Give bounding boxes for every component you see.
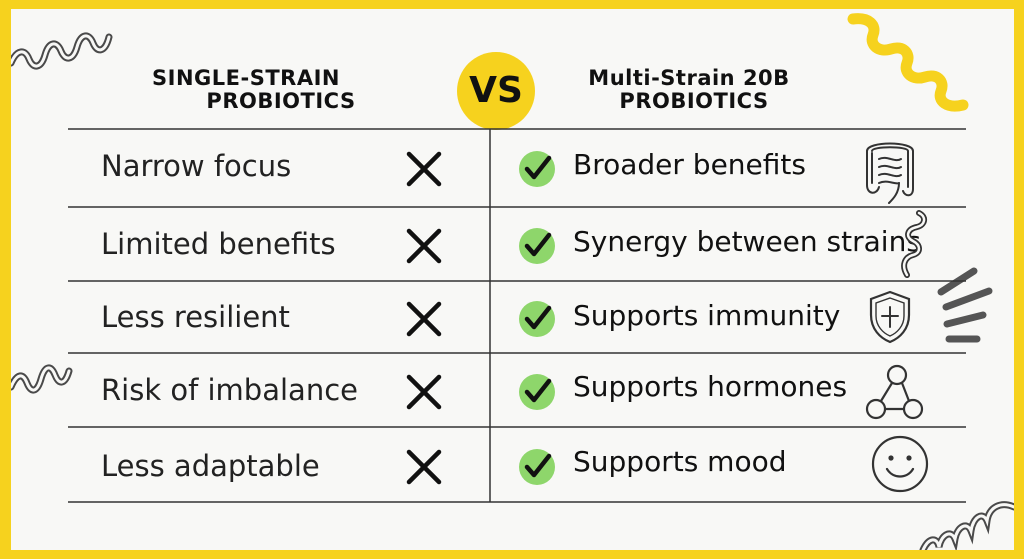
x-mark-icon — [406, 374, 442, 410]
multi-strain-header-line2: PROBIOTICS — [619, 89, 769, 114]
single-strain-item: Limited benefits — [101, 227, 336, 261]
vs-badge — [457, 52, 535, 130]
multi-strain-header-line1: Multi-Strain 20B — [588, 66, 790, 90]
shield-cross-icon — [869, 290, 911, 344]
checkmark-icon — [519, 374, 555, 410]
molecule-icon — [865, 364, 924, 420]
x-mark-icon — [406, 151, 442, 187]
single-strain-item: Less resilient — [101, 300, 290, 334]
comparison-table-grid — [68, 128, 966, 503]
checkmark-icon — [519, 301, 555, 337]
single-strain-header-line2: PROBIOTICS — [206, 89, 356, 114]
smiley-face-icon — [871, 435, 929, 493]
comparison-card: SINGLE-STRAIN PROBIOTICS VS Multi-Strain… — [11, 9, 1014, 550]
top-right-squiggle-icon — [847, 13, 969, 112]
accent-strokes-icon — [937, 267, 993, 343]
single-strain-item: Narrow focus — [101, 149, 292, 183]
probiotic-strand-icon — [901, 210, 927, 278]
single-strain-item: Risk of imbalance — [101, 373, 358, 407]
multi-strain-item: Synergy between strains — [573, 225, 921, 258]
single-strain-item: Less adaptable — [101, 449, 320, 483]
vs-label: VS — [469, 70, 523, 111]
checkmark-icon — [519, 228, 555, 264]
intestine-icon — [866, 142, 914, 204]
x-mark-icon — [406, 449, 442, 485]
multi-strain-item: Supports mood — [573, 445, 787, 478]
multi-strain-item: Broader benefits — [573, 148, 806, 181]
checkmark-icon — [519, 151, 555, 187]
multi-strain-header: Multi-Strain 20B PROBIOTICS — [559, 66, 819, 114]
multi-strain-item: Supports hormones — [573, 370, 848, 403]
checkmark-icon — [519, 449, 555, 485]
single-strain-header-line1: SINGLE-STRAIN — [152, 66, 340, 90]
single-strain-header: SINGLE-STRAIN PROBIOTICS — [131, 66, 361, 114]
multi-strain-item: Supports immunity — [573, 299, 841, 332]
x-mark-icon — [406, 301, 442, 337]
decorative-squiggles — [11, 13, 1014, 550]
x-mark-icon — [406, 228, 442, 264]
